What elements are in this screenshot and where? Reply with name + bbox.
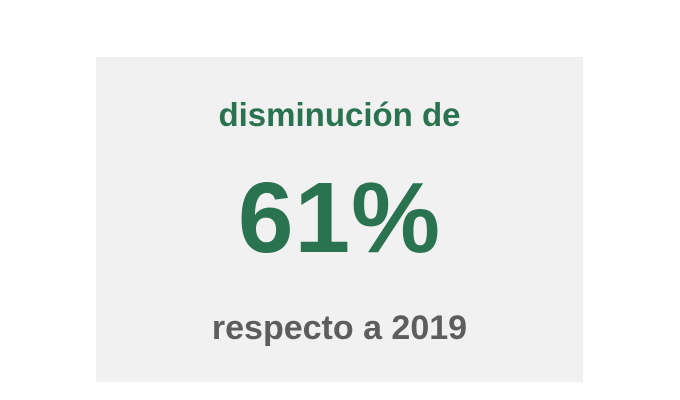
stat-caption: respecto a 2019 (211, 309, 468, 347)
stat-label: disminución de (218, 96, 461, 133)
stat-value: 61% (237, 162, 442, 274)
stat-card: disminución de 61% respecto a 2019 (96, 57, 583, 382)
